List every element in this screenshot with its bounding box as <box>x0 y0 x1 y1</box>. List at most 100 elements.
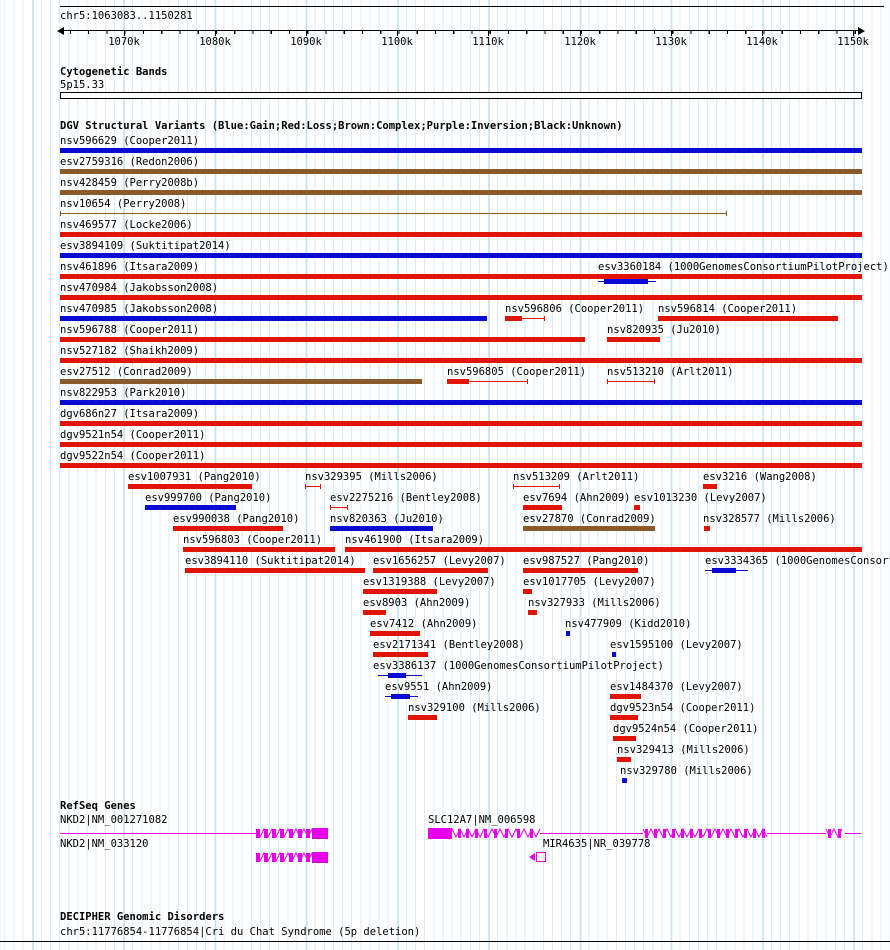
gene-exon[interactable] <box>280 853 284 862</box>
variant-bar[interactable] <box>60 316 487 321</box>
gene-exon[interactable] <box>753 829 756 838</box>
variant-label[interactable]: nsv513209 (Arlt2011) <box>513 471 640 483</box>
variant-label[interactable]: nsv527182 (Shaikh2009) <box>60 345 200 357</box>
variant-bar[interactable] <box>345 547 862 552</box>
variant-label[interactable]: nsv820363 (Ju2010) <box>330 513 444 525</box>
variant-bar[interactable] <box>363 610 386 615</box>
variant-label[interactable]: nsv470985 (Jakobsson2008) <box>60 303 219 315</box>
variant-label[interactable]: nsv596806 (Cooper2011) <box>505 303 645 315</box>
variant-bar-line[interactable] <box>60 213 727 214</box>
variant-label[interactable]: esv3360184 (1000GenomesConsortiumPilotPr… <box>598 261 889 273</box>
gene-exon[interactable] <box>717 829 720 838</box>
gene-intron-line[interactable] <box>60 833 256 834</box>
gene-exon[interactable] <box>838 829 841 838</box>
variant-label[interactable]: esv3386137 (1000GenomesConsortiumPilotPr… <box>373 660 664 672</box>
variant-label[interactable]: esv2171341 (Bentley2008) <box>373 639 525 651</box>
variant-label[interactable]: esv999700 (Pang2010) <box>145 492 272 504</box>
variant-label[interactable]: esv1017705 (Levy2007) <box>523 576 656 588</box>
variant-label[interactable]: esv7412 (Ahn2009) <box>370 618 478 630</box>
variant-bar[interactable] <box>704 526 710 531</box>
gene-exon[interactable] <box>726 829 729 838</box>
variant-bar[interactable] <box>60 337 585 342</box>
gene-exon[interactable] <box>484 829 487 838</box>
variant-label[interactable]: nsv513210 (Arlt2011) <box>607 366 734 378</box>
variant-label[interactable]: esv8903 (Ahn2009) <box>363 597 471 609</box>
variant-bar[interactable] <box>373 652 428 657</box>
variant-label[interactable]: nsv428459 (Perry2008b) <box>60 177 200 189</box>
variant-bar[interactable] <box>391 694 410 699</box>
variant-label[interactable]: esv3894110 (Suktitipat2014) <box>185 555 356 567</box>
gene-exon[interactable] <box>289 853 293 862</box>
gene-exon[interactable] <box>289 829 293 838</box>
gene-exon[interactable] <box>298 829 302 838</box>
variant-bar[interactable] <box>447 379 468 384</box>
variant-bar[interactable] <box>408 715 437 720</box>
variant-bar[interactable] <box>363 589 437 594</box>
gene-exon[interactable] <box>458 829 461 838</box>
variant-label[interactable]: nsv461900 (Itsara2009) <box>345 534 485 546</box>
variant-label[interactable]: esv1007931 (Pang2010) <box>128 471 261 483</box>
gene-exon[interactable] <box>475 829 478 838</box>
variant-label[interactable]: nsv596805 (Cooper2011) <box>447 366 587 378</box>
gene-exon[interactable] <box>517 829 520 838</box>
gene-label[interactable]: NKD2|NM_001271082 <box>60 814 168 826</box>
variant-bar[interactable] <box>634 505 640 510</box>
variant-bar[interactable] <box>60 358 862 363</box>
variant-label[interactable]: nsv470984 (Jakobsson2008) <box>60 282 219 294</box>
gene-exon[interactable] <box>530 829 533 838</box>
gene-exon[interactable] <box>681 829 684 838</box>
variant-label[interactable]: esv1595100 (Levy2007) <box>610 639 743 651</box>
variant-bar[interactable] <box>60 400 862 405</box>
variant-bar[interactable] <box>145 505 236 510</box>
variant-label[interactable]: nsv822953 (Park2010) <box>60 387 187 399</box>
variant-label[interactable]: esv27512 (Conrad2009) <box>60 366 193 378</box>
gene-exon[interactable] <box>663 829 666 838</box>
variant-bar[interactable] <box>373 568 488 573</box>
gene-exon-large[interactable] <box>428 828 452 839</box>
variant-label[interactable]: esv3894109 (Suktitipat2014) <box>60 240 231 252</box>
gene-exon[interactable] <box>672 829 675 838</box>
gene-exon[interactable] <box>306 829 310 838</box>
gene-exon[interactable] <box>505 829 508 838</box>
gene-exon[interactable] <box>272 829 276 838</box>
variant-bar[interactable] <box>60 274 862 279</box>
variant-label[interactable]: nsv328577 (Mills2006) <box>703 513 836 525</box>
gene-intron-line[interactable] <box>767 833 826 834</box>
variant-bar[interactable] <box>610 715 638 720</box>
variant-bar[interactable] <box>617 757 631 762</box>
gene-exon[interactable] <box>735 829 738 838</box>
variant-bar[interactable] <box>60 421 862 426</box>
gene-exon[interactable] <box>264 853 268 862</box>
gene-exon[interactable] <box>690 829 693 838</box>
gene-exon-large[interactable] <box>312 828 328 839</box>
variant-bar[interactable] <box>60 442 862 447</box>
variant-label[interactable]: esv990038 (Pang2010) <box>173 513 300 525</box>
variant-bar[interactable] <box>60 190 862 195</box>
variant-bar[interactable] <box>523 568 638 573</box>
gene-exon-large[interactable] <box>312 852 328 863</box>
gene-label[interactable]: NKD2|NM_033120 <box>60 838 149 850</box>
variant-label[interactable]: nsv10654 (Perry2008) <box>60 198 187 210</box>
variant-bar[interactable] <box>60 295 862 300</box>
variant-bar[interactable] <box>388 673 406 678</box>
variant-label[interactable]: nsv329100 (Mills2006) <box>408 702 541 714</box>
variant-bar[interactable] <box>330 526 433 531</box>
variant-label[interactable]: dgv9521n54 (Cooper2011) <box>60 429 206 441</box>
gene-exon[interactable] <box>494 829 497 838</box>
variant-bar[interactable] <box>60 463 862 468</box>
variant-bar[interactable] <box>604 279 648 284</box>
variant-label[interactable]: esv987527 (Pang2010) <box>523 555 650 567</box>
variant-label[interactable]: nsv329413 (Mills2006) <box>617 744 750 756</box>
variant-label[interactable]: nsv477909 (Kidd2010) <box>565 618 692 630</box>
variant-label[interactable]: esv3216 (Wang2008) <box>703 471 817 483</box>
gene-intron-line[interactable] <box>540 833 643 834</box>
variant-bar[interactable] <box>523 526 655 531</box>
gene-label[interactable]: SLC12A7|NM_006598 <box>428 814 536 826</box>
variant-bar-line[interactable] <box>468 381 528 382</box>
variant-label[interactable]: esv1319388 (Levy2007) <box>363 576 496 588</box>
variant-label[interactable]: dgv686n27 (Itsara2009) <box>60 408 200 420</box>
gene-label[interactable]: MIR4635|NR_039778 <box>543 838 651 850</box>
variant-bar[interactable] <box>183 547 335 552</box>
variant-label[interactable]: esv27870 (Conrad2009) <box>523 513 656 525</box>
variant-label[interactable]: esv9551 (Ahn2009) <box>385 681 493 693</box>
